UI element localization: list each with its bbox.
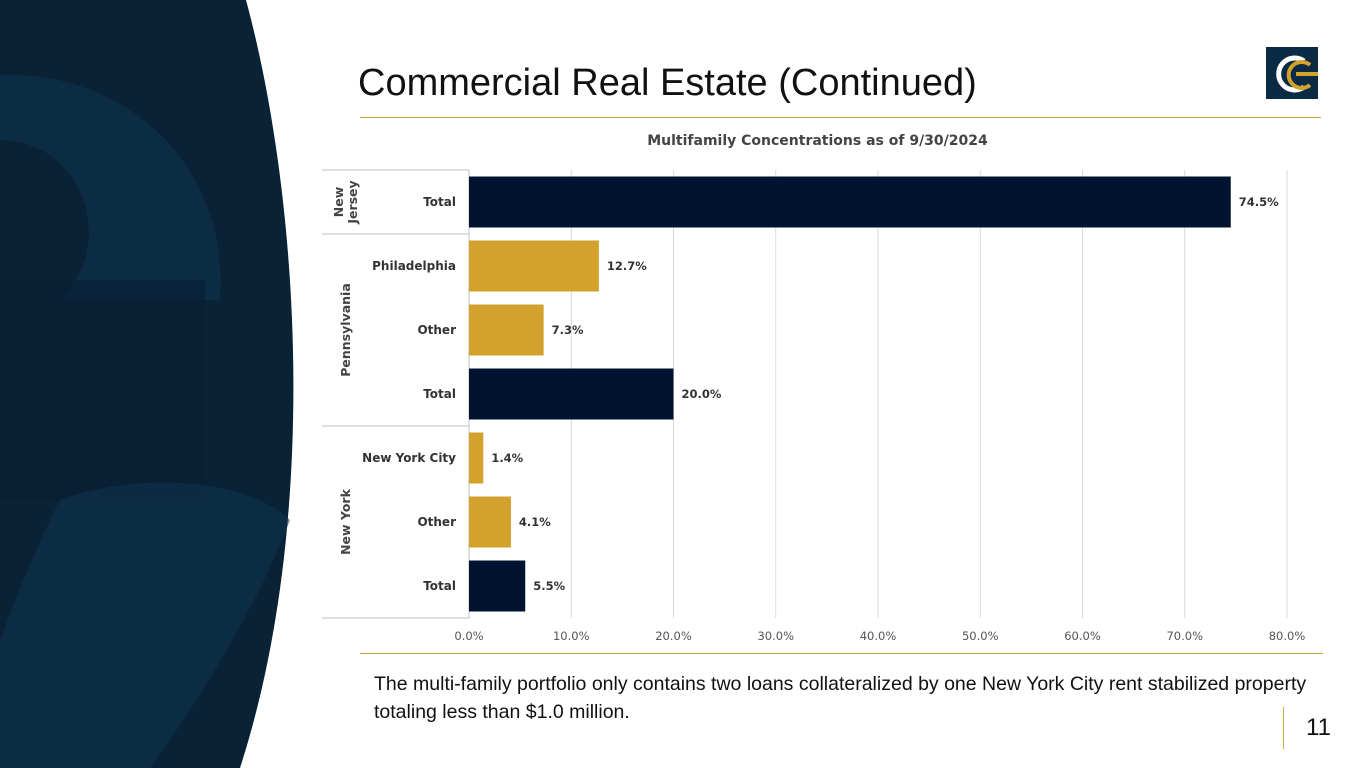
category-label: Total (423, 195, 456, 209)
data-label: 20.0% (682, 387, 722, 401)
x-tick-label: 40.0% (860, 629, 897, 643)
page-number-divider (1283, 707, 1284, 749)
footnote-text: The multi-family portfolio only contains… (374, 673, 1307, 723)
footer-divider (360, 653, 1323, 654)
group-label: New York (338, 488, 353, 554)
bar (469, 496, 511, 548)
category-label: Total (423, 579, 456, 593)
category-label: Total (423, 387, 456, 401)
bar (469, 240, 599, 292)
sidebar-arc-top (0, 74, 221, 300)
bar (469, 304, 544, 356)
group-label: NewJersey (331, 180, 360, 224)
category-label: Other (417, 515, 456, 529)
page-title: Commercial Real Estate (Continued) (358, 62, 977, 104)
category-label: Other (417, 323, 456, 337)
title-divider (360, 117, 1321, 118)
x-tick-label: 60.0% (1064, 629, 1101, 643)
data-label: 74.5% (1239, 195, 1279, 209)
sidebar-arc-bottom (0, 482, 290, 768)
sidebar-band (0, 280, 205, 500)
category-label: Philadelphia (372, 259, 456, 273)
company-logo (1266, 47, 1318, 99)
group-label: Pennsylvania (338, 283, 353, 377)
x-tick-label: 70.0% (1166, 629, 1203, 643)
data-label: 5.5% (533, 579, 565, 593)
x-tick-label: 0.0% (454, 629, 483, 643)
bar (469, 368, 674, 420)
data-label: 4.1% (519, 515, 551, 529)
x-tick-label: 20.0% (655, 629, 692, 643)
group-label-line: New York (338, 488, 353, 554)
sidebar-graphic (0, 0, 294, 768)
category-label: New York City (362, 451, 456, 465)
x-tick-label: 50.0% (962, 629, 999, 643)
group-label-line: Jersey (345, 180, 360, 224)
group-label-line: Pennsylvania (338, 283, 353, 377)
x-tick-label: 30.0% (757, 629, 794, 643)
data-label: 1.4% (491, 451, 523, 465)
bar (469, 432, 484, 484)
bar (469, 176, 1231, 228)
data-label: 12.7% (607, 259, 647, 273)
page-number: 11 (1306, 714, 1331, 741)
x-tick-label: 10.0% (553, 629, 590, 643)
x-tick-label: 80.0% (1269, 629, 1306, 643)
data-label: 7.3% (552, 323, 584, 337)
chart-title: Multifamily Concentrations as of 9/30/20… (647, 133, 988, 149)
group-label-line: New (331, 186, 346, 217)
bar (469, 560, 526, 612)
